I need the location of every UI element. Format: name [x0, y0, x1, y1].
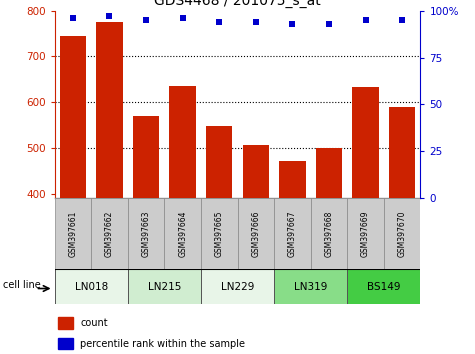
Text: LN018: LN018: [75, 282, 108, 292]
Bar: [96, 22, 123, 198]
Text: GSM397668: GSM397668: [324, 210, 333, 257]
Bar: [128, 198, 164, 269]
Text: GSM397662: GSM397662: [105, 210, 114, 257]
Bar: [243, 145, 269, 198]
Title: GDS4468 / 201075_s_at: GDS4468 / 201075_s_at: [154, 0, 321, 8]
Bar: [352, 87, 379, 198]
Bar: [133, 116, 159, 198]
Bar: [55, 269, 128, 304]
Bar: [58, 317, 73, 329]
Text: GSM397667: GSM397667: [288, 210, 297, 257]
Bar: [164, 198, 201, 269]
Bar: [238, 198, 274, 269]
Bar: [128, 269, 201, 304]
Bar: [316, 148, 342, 198]
Point: [362, 17, 370, 23]
Point: [289, 21, 296, 27]
Bar: [389, 107, 415, 198]
Point: [252, 19, 259, 25]
Bar: [311, 198, 347, 269]
Text: GSM397670: GSM397670: [398, 210, 407, 257]
Bar: [201, 269, 274, 304]
Point: [325, 21, 332, 27]
Point: [398, 17, 406, 23]
Bar: [55, 198, 91, 269]
Bar: [274, 198, 311, 269]
Text: GSM397664: GSM397664: [178, 210, 187, 257]
Bar: [170, 86, 196, 198]
Text: LN319: LN319: [294, 282, 327, 292]
Bar: [347, 198, 384, 269]
Bar: [384, 198, 420, 269]
Text: GSM397661: GSM397661: [68, 210, 77, 257]
Text: LN215: LN215: [148, 282, 181, 292]
Bar: [201, 198, 238, 269]
Bar: [60, 36, 86, 198]
Point: [105, 13, 113, 19]
Text: count: count: [80, 318, 108, 328]
Text: LN229: LN229: [221, 282, 254, 292]
Bar: [274, 269, 347, 304]
Point: [179, 15, 186, 21]
Bar: [91, 198, 128, 269]
Text: GSM397669: GSM397669: [361, 210, 370, 257]
Text: GSM397665: GSM397665: [215, 210, 224, 257]
Text: percentile rank within the sample: percentile rank within the sample: [80, 339, 245, 349]
Text: GSM397663: GSM397663: [142, 210, 151, 257]
Text: BS149: BS149: [367, 282, 400, 292]
Bar: [279, 161, 305, 198]
Bar: [347, 269, 420, 304]
Text: GSM397666: GSM397666: [251, 210, 260, 257]
Text: cell line: cell line: [3, 280, 40, 290]
Bar: [58, 338, 73, 349]
Point: [69, 15, 77, 21]
Point: [142, 17, 150, 23]
Point: [216, 19, 223, 25]
Bar: [206, 126, 232, 198]
